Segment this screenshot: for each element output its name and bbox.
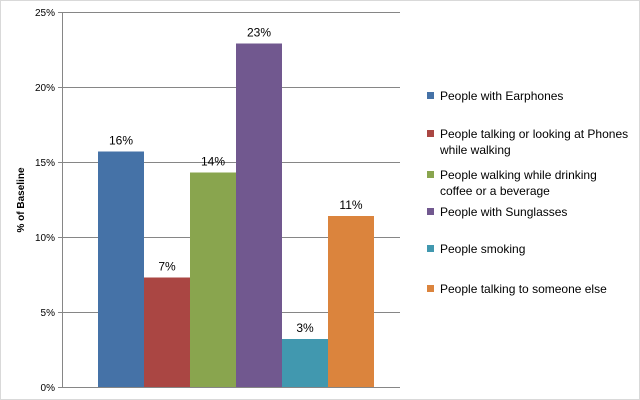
data-label: 3% [296, 321, 314, 335]
data-label: 23% [247, 26, 271, 40]
legend-item: People talking or looking at Phones while… [427, 127, 628, 157]
legend-label: People smoking [440, 242, 525, 256]
legend: People with Earphones People talking or l… [427, 89, 628, 296]
data-label: 11% [339, 198, 362, 212]
legend-item: People smoking [427, 242, 525, 256]
y-tick-label: 10% [35, 233, 55, 244]
bar [98, 151, 144, 387]
y-tick-label: 20% [35, 83, 55, 94]
legend-swatch [427, 92, 434, 99]
legend-swatch [427, 285, 434, 292]
legend-item: People walking while drinking coffee or a… [427, 168, 597, 198]
bar [328, 216, 374, 387]
legend-label: People with Earphones [440, 89, 563, 103]
legend-label: People with Sunglasses [440, 205, 567, 219]
legend-swatch [427, 130, 434, 137]
legend-item: People with Earphones [427, 89, 563, 103]
legend-label: People walking while drinking [440, 168, 597, 182]
bar [144, 277, 190, 387]
legend-label: People talking or looking at Phones [440, 127, 628, 141]
y-tick-label: 5% [41, 308, 56, 319]
data-label: 16% [109, 134, 133, 148]
data-label: 7% [158, 260, 176, 274]
legend-swatch [427, 245, 434, 252]
legend-label: coffee or a beverage [440, 184, 550, 198]
data-labels: 16% 7% 14% 23% 3% 11% [109, 26, 363, 336]
bar [282, 339, 328, 387]
legend-item: People talking to someone else [427, 282, 607, 296]
y-tick-label: 0% [41, 383, 56, 394]
legend-label: People talking to someone else [440, 282, 607, 296]
y-tick-label: 25% [35, 8, 55, 19]
legend-swatch [427, 171, 434, 178]
y-axis-title: % of Baseline [16, 167, 27, 232]
y-tick-label: 15% [35, 158, 55, 169]
bar [236, 43, 282, 387]
y-axis: 0% 5% 10% 15% 20% 25% [35, 8, 400, 394]
bars [98, 43, 374, 387]
data-label: 14% [201, 155, 225, 169]
legend-item: People with Sunglasses [427, 205, 567, 219]
bar [190, 172, 236, 387]
legend-label: while walking [439, 143, 511, 157]
legend-swatch [427, 208, 434, 215]
